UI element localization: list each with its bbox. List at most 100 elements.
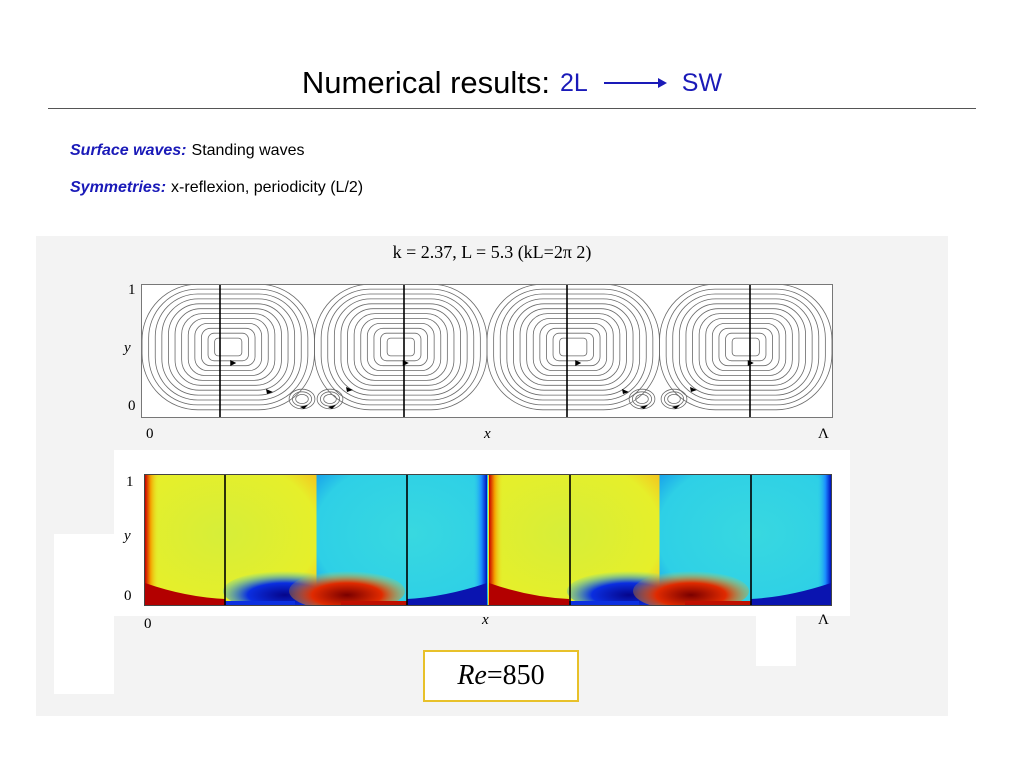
bullet-text: x-reflexion, periodicity (L/2): [171, 179, 364, 196]
bottom-y-tick-0: 0: [124, 588, 132, 604]
streamline: [698, 313, 793, 381]
top-x-tick-lambda: Λ: [818, 426, 829, 442]
title-divider: [48, 108, 976, 109]
reynolds-equals: =: [486, 660, 503, 691]
streamline: [154, 293, 302, 401]
top-x-tick-0: 0: [146, 426, 154, 442]
bullet-symmetries: Symmetries: x-reflexion, periodicity (L/2…: [70, 179, 363, 197]
bottom-y-label: y: [124, 528, 131, 544]
red-streak: [341, 601, 407, 605]
wall-shear-layer: [473, 475, 487, 605]
streamline: [519, 308, 627, 386]
title-from-label: 2L: [559, 68, 588, 97]
secondary-vortex: [319, 391, 340, 407]
streamline: [539, 323, 608, 372]
streamline: [513, 303, 634, 391]
flow-arrow: [622, 389, 629, 394]
right-arrow-icon: [603, 78, 667, 88]
streamline: [148, 288, 309, 406]
streamline: [353, 313, 448, 381]
streamline: [386, 337, 415, 357]
flow-arrow: [640, 405, 648, 409]
bottom-boundary-layer: [145, 583, 225, 605]
streamline: [207, 332, 249, 362]
wall-shear-layer: [145, 475, 159, 605]
streamline: [559, 337, 588, 357]
streamline: [672, 293, 820, 401]
slide-title-row: Numerical results: 2L SW: [0, 58, 1024, 108]
secondary-vortex: [635, 394, 649, 405]
streamline: [665, 288, 826, 406]
streamline: [731, 337, 760, 357]
streamline: [493, 288, 654, 406]
streamline: [718, 327, 773, 367]
reynolds-value: 850: [502, 660, 545, 691]
secondary-vortex: [316, 388, 344, 410]
flow-arrow: [230, 360, 237, 366]
flow-arrow: [266, 389, 273, 394]
blue-streak: [225, 601, 295, 605]
top-y-tick-0: 0: [128, 398, 136, 414]
streamline: [347, 308, 455, 386]
bottom-boundary-layer: [407, 583, 487, 605]
secondary-vortex: [631, 391, 652, 407]
backdrop-patch: [54, 534, 114, 694]
streamline: [201, 327, 256, 367]
bullet-surface-waves: Surface waves: Standing waves: [70, 142, 304, 160]
streamline: [214, 337, 243, 357]
blue-streak: [569, 601, 639, 605]
secondary-vortex: [288, 388, 316, 410]
streamline: [174, 308, 282, 386]
streamline-panel: [141, 283, 833, 418]
secondary-vortex: [667, 394, 681, 405]
vorticity-colormap: [145, 475, 831, 611]
flow-arrow: [575, 360, 582, 366]
streamline: [546, 327, 601, 367]
bottom-boundary-layer: [489, 583, 569, 605]
flow-arrow: [300, 405, 308, 409]
streamline: [168, 303, 289, 391]
streamline: [380, 332, 422, 362]
flow-arrow: [690, 387, 697, 392]
streamline-plot: [141, 283, 833, 417]
title-to-label: SW: [681, 68, 723, 97]
bottom-boundary-layer: [751, 583, 831, 605]
streamline: [532, 318, 614, 376]
wall-shear-layer: [817, 475, 831, 605]
streamline: [705, 318, 787, 376]
simulation-figure: k = 2.37, L = 5.3 (kL=2π 2) 1 y 0 0 x Λ …: [36, 236, 948, 716]
reynolds-symbol: Re: [457, 660, 487, 691]
streamline: [692, 308, 800, 386]
top-y-tick-1: 1: [128, 282, 136, 298]
vorticity-panel: [144, 474, 832, 611]
secondary-vortex: [660, 388, 688, 410]
figure-caption: k = 2.37, L = 5.3 (kL=2π 2): [392, 242, 592, 262]
streamline: [187, 318, 269, 376]
secondary-vortex: [291, 391, 312, 407]
secondary-vortex: [664, 391, 685, 407]
top-x-label: x: [484, 426, 491, 442]
wall-shear-layer: [489, 475, 503, 605]
streamline: [725, 332, 767, 362]
streamline: [333, 298, 468, 396]
reynolds-number-box: Re = 850: [423, 650, 579, 702]
secondary-vortex: [295, 394, 309, 405]
streamline: [327, 293, 475, 401]
flow-arrow: [346, 387, 353, 392]
streamline: [659, 283, 833, 411]
bullet-text: Standing waves: [191, 142, 305, 159]
bottom-x-tick-lambda: Λ: [818, 612, 829, 628]
flow-arrow: [328, 405, 336, 409]
streamline: [194, 323, 263, 372]
secondary-vortex: [628, 388, 656, 410]
bottom-x-label: x: [482, 612, 489, 628]
streamline: [499, 293, 647, 401]
streamline: [340, 303, 461, 391]
secondary-vortex: [323, 394, 337, 405]
streamline: [685, 303, 806, 391]
streamline: [506, 298, 641, 396]
streamline: [366, 323, 435, 372]
streamline: [181, 313, 276, 381]
bottom-x-tick-0: 0: [144, 616, 152, 632]
bullet-key: Symmetries:: [70, 179, 167, 196]
